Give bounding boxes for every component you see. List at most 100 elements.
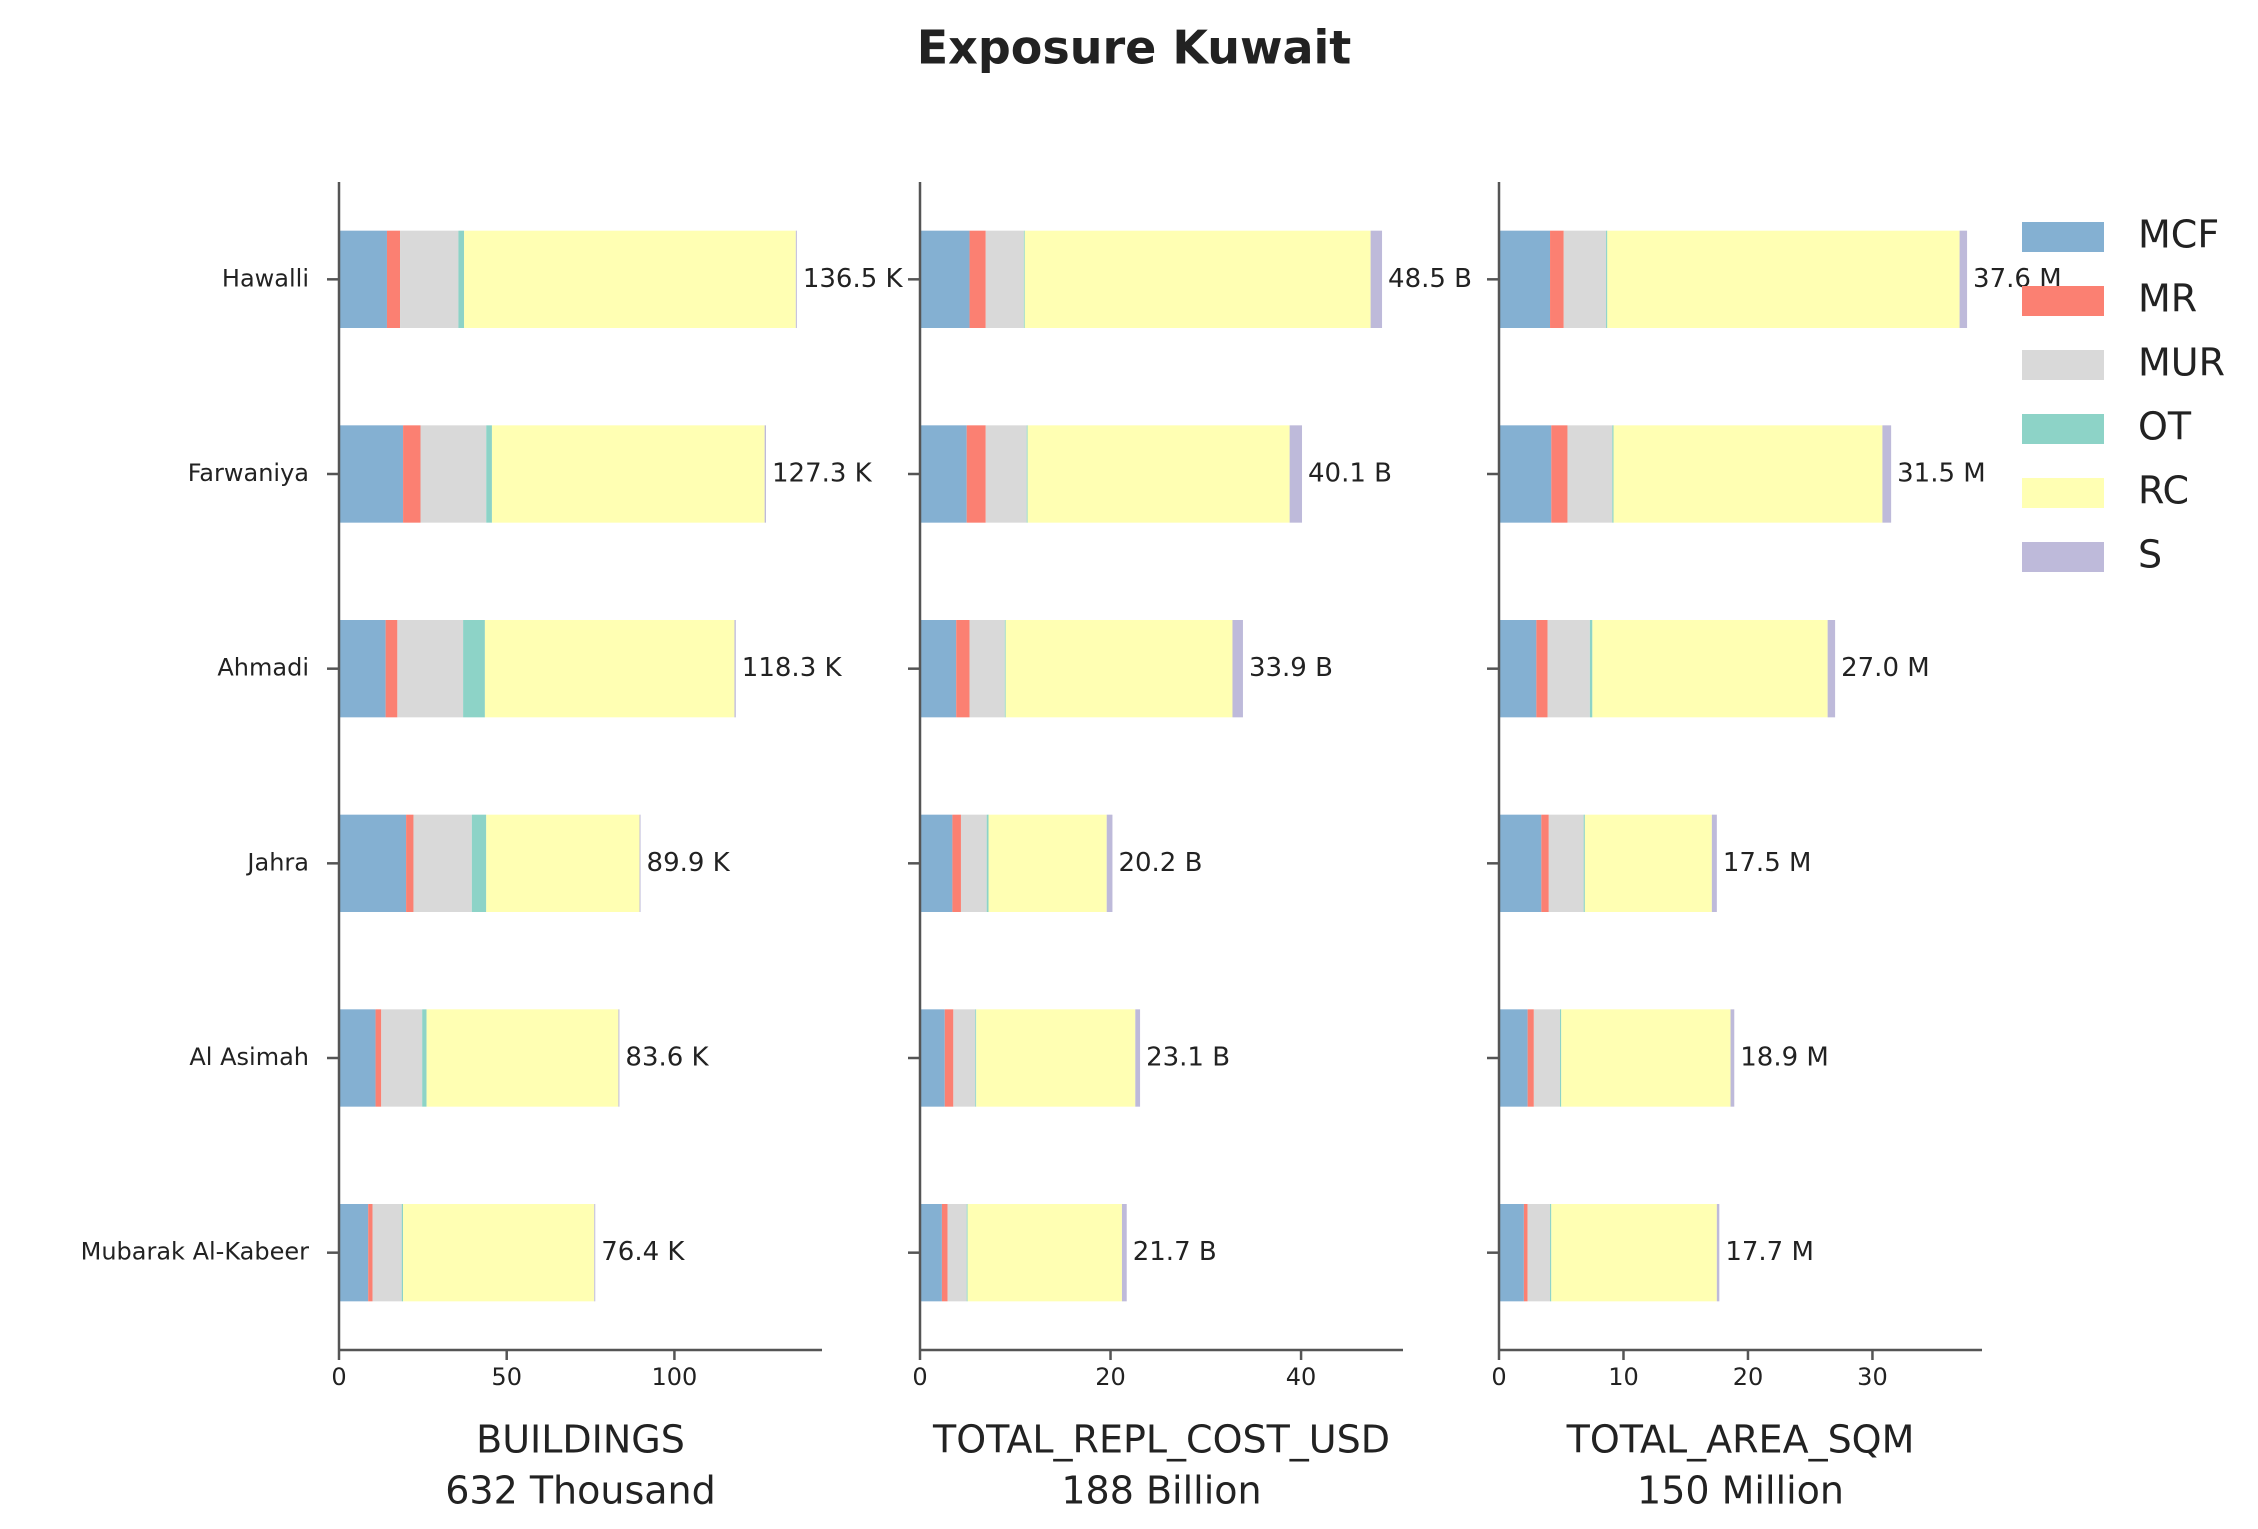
bar-segment	[1827, 620, 1836, 718]
bar-segment	[947, 1204, 967, 1302]
x-tick-label: 100	[652, 1363, 698, 1391]
legend-swatch	[2022, 478, 2104, 508]
value-label: 23.1 B	[1146, 1043, 1230, 1073]
bar-segment	[1711, 814, 1717, 912]
x-tick-label: 0	[1491, 1363, 1506, 1391]
bar-segment	[1730, 1009, 1735, 1107]
bar-segment	[920, 230, 970, 328]
bar-segment	[1135, 1009, 1141, 1107]
x-tick-label: 10	[1608, 1363, 1639, 1391]
bar-segment	[1499, 1204, 1524, 1302]
bar-segment	[406, 814, 414, 912]
bar-segment	[1106, 814, 1113, 912]
x-tick-label: 20	[1095, 1363, 1126, 1391]
value-label: 118.3 K	[742, 653, 843, 683]
value-label: 89.9 K	[647, 848, 731, 878]
value-label: 17.5 M	[1723, 848, 1812, 878]
bar-segment	[420, 425, 487, 523]
y-tick-label: Hawalli	[222, 264, 309, 292]
chart-title: Exposure Kuwait	[917, 21, 1352, 75]
x-tick-label: 20	[1733, 1363, 1764, 1391]
bar-segment	[960, 814, 987, 912]
bar-segment	[966, 1204, 968, 1302]
bar-segment	[985, 230, 1024, 328]
bar-segment	[385, 620, 398, 718]
bar-segment	[413, 814, 472, 912]
value-label: 48.5 B	[1388, 264, 1472, 294]
x-tick-label: 50	[491, 1363, 522, 1391]
y-tick-label: Ahmadi	[217, 654, 309, 682]
bar-segment	[1547, 620, 1590, 718]
bar-segment	[988, 814, 1107, 912]
value-label: 83.6 K	[625, 1043, 709, 1073]
bar-segment	[969, 230, 986, 328]
y-tick-label: Farwaniya	[188, 459, 309, 487]
legend-label: MUR	[2138, 341, 2225, 385]
bar-segment	[1550, 1204, 1552, 1302]
bar-segment	[975, 1009, 977, 1107]
bar-segment	[1499, 620, 1537, 718]
bar-segment	[976, 1009, 1136, 1107]
bar-segment	[1548, 814, 1584, 912]
bar-segment	[471, 814, 487, 912]
bar-segment	[1959, 230, 1968, 328]
value-label: 31.5 M	[1897, 459, 1986, 489]
value-label: 20.2 B	[1118, 848, 1202, 878]
bar-segment	[1882, 425, 1892, 523]
legend-swatch	[2022, 542, 2104, 572]
bar-segment	[1563, 230, 1607, 328]
bar-segment	[594, 1204, 596, 1302]
x-tick-label: 0	[912, 1363, 927, 1391]
value-label: 17.7 M	[1725, 1237, 1814, 1267]
bar-segment	[986, 814, 989, 912]
bar-segment	[734, 620, 736, 718]
bar-segment	[967, 1204, 1122, 1302]
y-tick-label: Al Asimah	[189, 1043, 309, 1071]
bar-segment	[1536, 620, 1548, 718]
bar-segment	[491, 425, 765, 523]
bar-segment	[1551, 1204, 1717, 1302]
legend-swatch	[2022, 350, 2104, 380]
bar-segment	[375, 1009, 382, 1107]
bar-segment	[1370, 230, 1383, 328]
bar-segment	[339, 1009, 376, 1107]
bar-segment	[1005, 620, 1233, 718]
bar-segment	[426, 1009, 619, 1107]
bar-segment	[339, 425, 404, 523]
legend-label: OT	[2138, 405, 2192, 449]
bar-segment	[486, 425, 492, 523]
bar-segment	[1584, 814, 1712, 912]
x-tick-label: 0	[331, 1363, 346, 1391]
x-axis-total: 188 Billion	[1061, 1469, 1261, 1513]
bar-segment	[486, 814, 640, 912]
bar-segment	[1523, 1204, 1528, 1302]
bar-segment	[339, 1204, 369, 1302]
bar-segment	[400, 230, 459, 328]
bar-segment	[464, 230, 796, 328]
value-label: 18.9 M	[1740, 1043, 1829, 1073]
legend-label: RC	[2138, 469, 2189, 513]
bar-segment	[920, 1009, 945, 1107]
x-axis-label: TOTAL_AREA_SQM	[1566, 1418, 1915, 1462]
bar-segment	[381, 1009, 423, 1107]
bar-segment	[1499, 814, 1542, 912]
bar-segment	[1527, 1204, 1551, 1302]
bar-segment	[1023, 230, 1025, 328]
bar-segment	[953, 1009, 976, 1107]
bar-segment	[1121, 1204, 1127, 1302]
bar-segment	[956, 620, 970, 718]
bar-segment	[1607, 230, 1960, 328]
bar-segment	[1499, 1009, 1528, 1107]
x-axis-total: 632 Thousand	[445, 1469, 716, 1513]
value-label: 21.7 B	[1133, 1237, 1217, 1267]
value-label: 76.4 K	[601, 1237, 685, 1267]
legend-swatch	[2022, 414, 2104, 444]
bar-segment	[966, 425, 986, 523]
bar-segment	[463, 620, 485, 718]
bar-segment	[1589, 620, 1593, 718]
y-tick-label: Jahra	[245, 848, 309, 876]
y-tick-label: Mubarak Al-Kabeer	[81, 1238, 309, 1266]
bar-segment	[372, 1204, 402, 1302]
value-label: 136.5 K	[803, 264, 904, 294]
